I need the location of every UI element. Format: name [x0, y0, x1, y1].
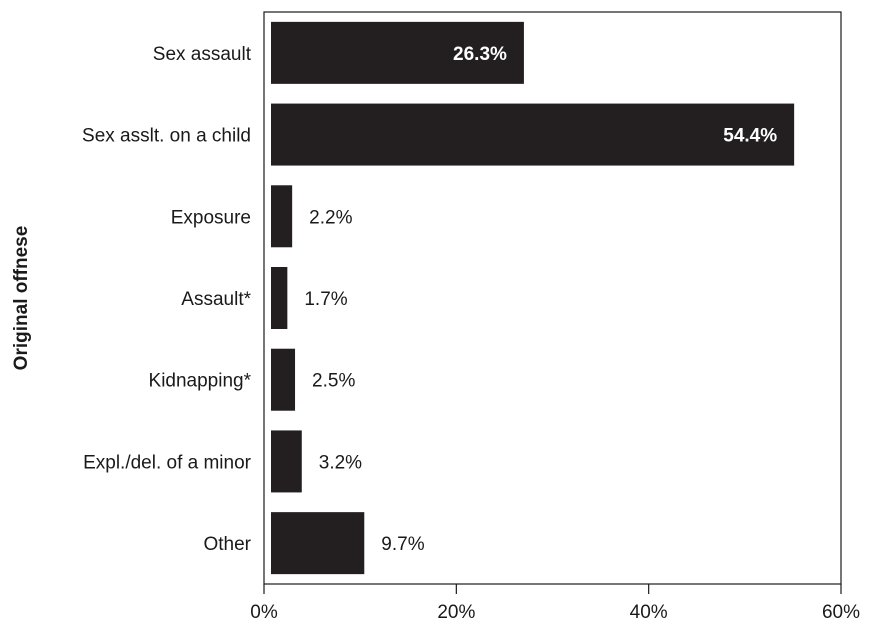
x-tick-label: 20% [437, 602, 475, 623]
data-label: 1.7% [304, 289, 347, 310]
data-label: 2.5% [312, 371, 355, 392]
plot-area-frame [263, 11, 842, 585]
x-tick-label: 0% [250, 602, 278, 623]
category-label: Kidnapping* [149, 371, 252, 392]
data-label: 26.3% [453, 44, 507, 65]
bar [271, 430, 302, 493]
category-label: Sex assault [153, 44, 252, 65]
y-axis-title: Original offnese [11, 226, 32, 371]
category-label: Sex asslt. on a child [82, 126, 251, 147]
bar [271, 185, 293, 248]
data-label: 2.2% [309, 207, 352, 228]
bars-group [271, 21, 795, 575]
category-label: Exposure [171, 207, 251, 228]
category-label: Assault* [181, 289, 251, 310]
bar [271, 21, 524, 84]
bar [271, 348, 296, 411]
x-tick-label: 40% [630, 602, 668, 623]
bar [271, 267, 288, 329]
bar [271, 103, 795, 166]
data-label: 54.4% [723, 126, 777, 147]
data-label: 9.7% [381, 534, 424, 555]
value-labels-group: 26.3% 54.4% 2.2% 1.7% 2.5% 3.2% 9.7% [304, 44, 777, 555]
x-tick-label: 60% [822, 602, 860, 623]
category-label: Other [203, 534, 251, 555]
category-labels-group: Sex assault Sex asslt. on a child Exposure… [82, 44, 252, 555]
x-axis-ticks-group: 0% 20% 40% 60% [250, 584, 860, 623]
data-label: 3.2% [319, 452, 362, 473]
category-label: Expl./del. of a minor [83, 452, 252, 473]
bar [271, 512, 365, 575]
